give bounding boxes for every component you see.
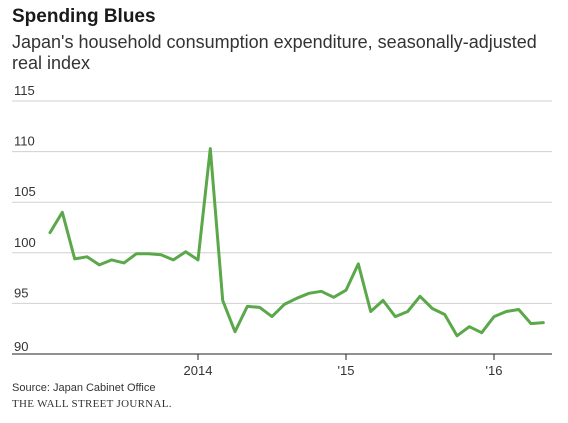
y-tick-label: 100 bbox=[14, 235, 36, 250]
chart-title: Spending Blues bbox=[12, 6, 156, 27]
series-line bbox=[48, 147, 545, 338]
chart-subtitle: Japan's household consumption expenditur… bbox=[12, 32, 537, 73]
publisher-logo: THE WALL STREET JOURNAL. bbox=[12, 398, 172, 410]
y-tick-label: 90 bbox=[14, 339, 28, 354]
y-tick-label: 105 bbox=[14, 184, 36, 199]
x-tick-label: '15 bbox=[338, 363, 355, 378]
source-note: Source: Japan Cabinet Office bbox=[12, 382, 156, 394]
y-tick-label: 95 bbox=[14, 285, 28, 300]
x-tick-label: '16 bbox=[486, 363, 503, 378]
x-tick-label: 2014 bbox=[184, 363, 213, 378]
y-tick-label: 115 bbox=[14, 83, 35, 98]
y-tick-label: 110 bbox=[14, 134, 35, 149]
